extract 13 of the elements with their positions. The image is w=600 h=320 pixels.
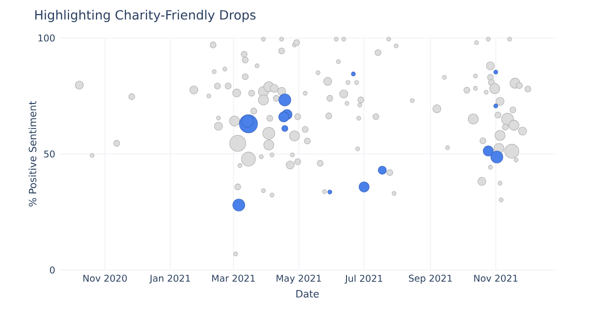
x-tick-label: May 2021	[276, 274, 321, 284]
y-tick-label: 100	[38, 34, 55, 42]
x-tick-label: Jan 2021	[149, 274, 190, 284]
x-tick-label: Mar 2021	[212, 274, 255, 282]
y-axis-title: % Positive Sentiment	[28, 101, 36, 206]
chart-title: Highlighting Charity-Friendly Drops	[35, 10, 256, 22]
x-tick-label: Nov 2021	[474, 274, 518, 282]
x-tick-label: Nov 2020	[83, 274, 127, 282]
x-tick-label: Sep 2021	[408, 274, 452, 284]
y-tick-label: 0	[50, 266, 55, 274]
y-tick-label: 50	[44, 150, 55, 158]
x-tick-label: Jul 2021	[344, 274, 382, 284]
x-axis-title: Date	[296, 290, 319, 298]
